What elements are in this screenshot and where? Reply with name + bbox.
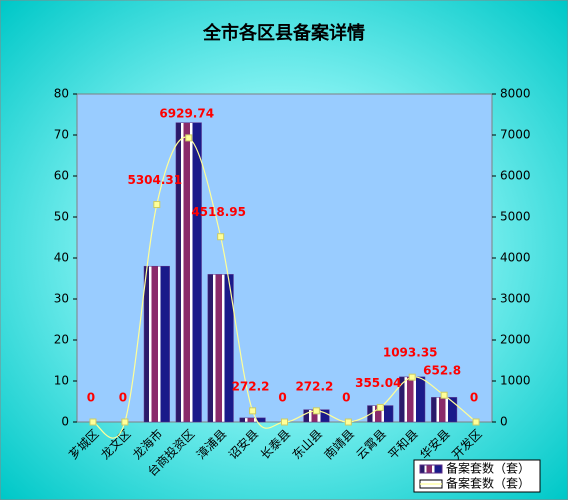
line-marker: [217, 233, 225, 241]
data-label: 5304.31: [127, 173, 182, 187]
y-tick-label: 50: [54, 210, 69, 224]
data-label: 6929.74: [159, 106, 214, 120]
y2-tick-label: 5000: [500, 210, 531, 224]
y-tick-label: 30: [54, 292, 69, 306]
line-marker: [153, 201, 161, 209]
y-tick-label: 10: [54, 374, 69, 388]
legend-swatch: [419, 464, 443, 474]
line-marker: [440, 391, 448, 399]
bar: [143, 265, 170, 423]
data-label: 0: [342, 391, 350, 405]
y2-tick-label: 8000: [500, 87, 531, 101]
line-marker: [249, 407, 257, 415]
line-marker: [281, 418, 288, 426]
y2-tick-label: 7000: [500, 128, 531, 142]
legend-label: 备案套数（套）: [446, 461, 530, 476]
data-label: 355.04: [355, 376, 401, 390]
line-marker: [472, 418, 480, 426]
y-tick-label: 20: [54, 333, 69, 347]
bar: [207, 274, 234, 423]
data-label: 0: [87, 391, 95, 405]
line-marker: [185, 134, 193, 142]
y2-tick-label: 6000: [500, 169, 531, 183]
data-label: 4518.95: [191, 205, 246, 219]
chart-title: 全市各区县备案详情: [202, 22, 365, 44]
data-label: 1093.35: [383, 346, 438, 360]
data-label: 0: [470, 391, 478, 405]
line-marker: [89, 418, 97, 426]
line-marker: [312, 407, 320, 415]
y-tick-label: 60: [54, 169, 69, 183]
y-tick-label: 80: [54, 87, 69, 101]
data-label: 272.2: [232, 379, 270, 393]
y-tick-label: 70: [54, 128, 69, 142]
line-marker: [121, 418, 129, 426]
y2-tick-label: 1000: [500, 374, 531, 388]
bar: [399, 376, 426, 423]
y2-tick-label: 4000: [500, 251, 531, 265]
line-marker: [408, 373, 416, 381]
y2-tick-label: 2000: [500, 333, 531, 347]
y2-tick-label: 0: [500, 415, 508, 429]
bar: [431, 397, 458, 423]
y2-tick-label: 3000: [500, 292, 531, 306]
bar: [239, 417, 266, 423]
legend-label: 备案套数（套）: [446, 476, 530, 491]
bar: [175, 122, 202, 423]
data-label: 272.2: [295, 379, 333, 393]
line-marker: [344, 418, 352, 426]
y-tick-label: 40: [54, 251, 69, 265]
line-marker: [376, 403, 384, 411]
data-label: 0: [278, 391, 286, 405]
data-label: 652.8: [423, 364, 461, 378]
y-tick-label: 0: [61, 415, 69, 429]
data-label: 0: [119, 391, 127, 405]
